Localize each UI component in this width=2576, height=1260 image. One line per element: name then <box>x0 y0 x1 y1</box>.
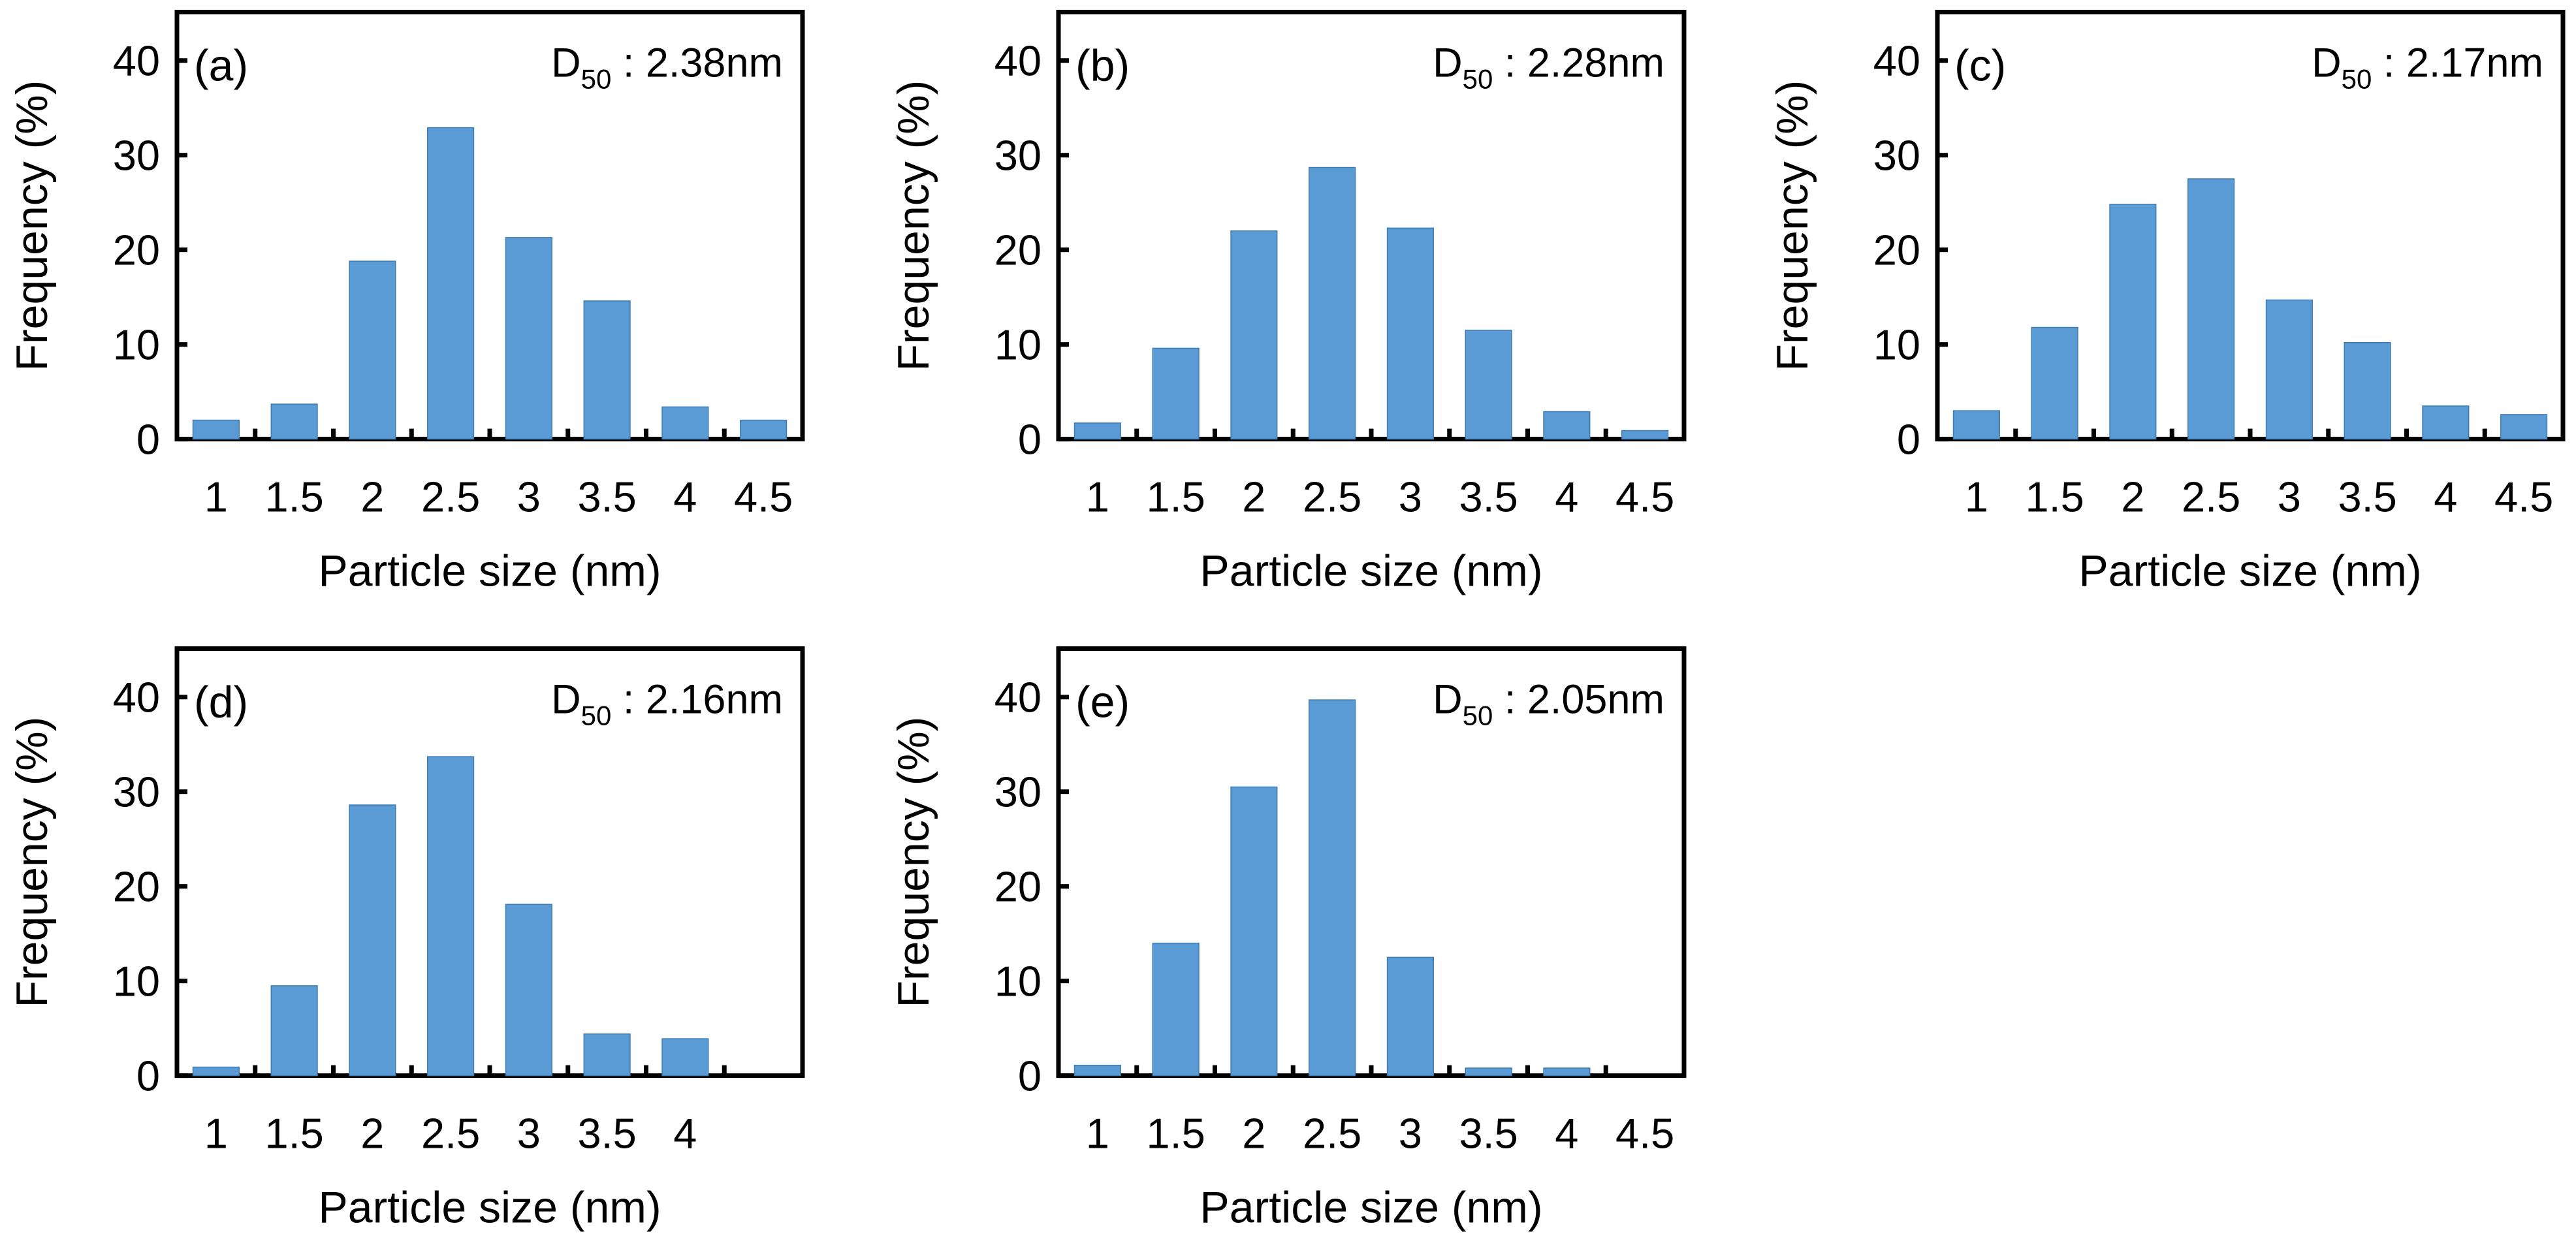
svg-text:Frequency (%): Frequency (%) <box>1768 80 1817 371</box>
svg-text:Particle size (nm): Particle size (nm) <box>2078 546 2421 596</box>
svg-text:0: 0 <box>1018 1052 1042 1100</box>
svg-text:20: 20 <box>1873 227 1920 274</box>
svg-text:1.5: 1.5 <box>2025 473 2084 521</box>
svg-text:3: 3 <box>1399 1110 1422 1158</box>
svg-text:4: 4 <box>2434 473 2457 521</box>
svg-text:30: 30 <box>1873 132 1920 180</box>
svg-text:4.5: 4.5 <box>2494 473 2553 521</box>
svg-text:1.5: 1.5 <box>1146 1110 1205 1158</box>
svg-text:1: 1 <box>1965 473 1988 521</box>
svg-text:2.5: 2.5 <box>2182 473 2240 521</box>
svg-text:10: 10 <box>994 958 1042 1005</box>
svg-text:2: 2 <box>2121 473 2144 521</box>
svg-text:20: 20 <box>994 863 1042 911</box>
svg-text:3: 3 <box>2278 473 2301 521</box>
svg-text:(e): (e) <box>1075 678 1130 727</box>
svg-text:40: 40 <box>994 674 1042 721</box>
svg-text:D50 : 2.17nm: D50 : 2.17nm <box>2312 40 2543 95</box>
svg-text:2.5: 2.5 <box>1303 1110 1361 1158</box>
svg-text:3.5: 3.5 <box>2338 473 2396 521</box>
svg-text:Frequency (%): Frequency (%) <box>889 717 938 1008</box>
svg-text:(c): (c) <box>1954 41 2006 91</box>
svg-text:4: 4 <box>1555 1110 1578 1158</box>
svg-text:30: 30 <box>994 768 1042 816</box>
svg-text:2: 2 <box>1242 1110 1265 1158</box>
svg-text:D50 : 2.05nm: D50 : 2.05nm <box>1433 677 1664 731</box>
svg-text:3.5: 3.5 <box>1459 1110 1518 1158</box>
svg-text:1: 1 <box>1086 1110 1109 1158</box>
svg-text:40: 40 <box>1873 37 1920 85</box>
svg-text:10: 10 <box>1873 321 1920 369</box>
svg-text:Particle size (nm): Particle size (nm) <box>1200 1183 1542 1233</box>
svg-text:4.5: 4.5 <box>1615 1110 1674 1158</box>
svg-text:0: 0 <box>1897 416 1920 464</box>
